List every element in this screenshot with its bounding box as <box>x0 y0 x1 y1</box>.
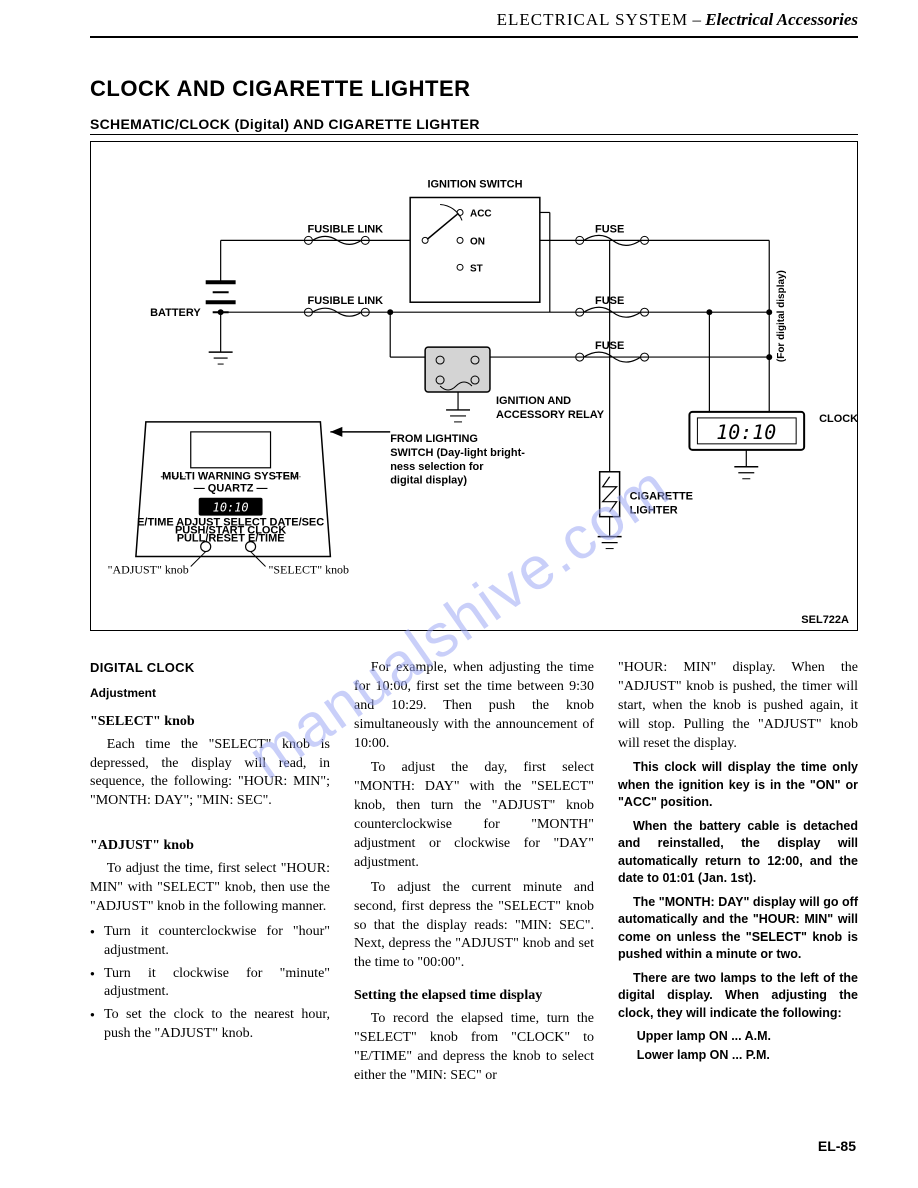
diagram-code: SEL722A <box>801 614 849 626</box>
header-rule: ELECTRICAL SYSTEM – Electrical Accessori… <box>90 36 858 38</box>
column-2: For example, when adjusting the time for… <box>354 659 594 1092</box>
label-lighting-3: ness selection for <box>390 461 484 473</box>
col2-p1: For example, when adjusting the time for… <box>354 659 594 753</box>
label-lighting-4: digital display) <box>390 475 467 487</box>
label-st: ST <box>470 263 483 274</box>
label-on: ON <box>470 236 485 247</box>
heading-elapsed: Setting the elapsed time display <box>354 987 594 1006</box>
col3-b3: The "MONTH: DAY" display will go off aut… <box>618 894 858 964</box>
heading-adjustment: Adjustment <box>90 685 330 701</box>
label-lighting-1: FROM LIGHTING <box>390 433 478 445</box>
bullet-list: Turn it counterclockwise for "hour" adju… <box>90 923 330 1044</box>
clock-digits: 10:10 <box>716 420 776 444</box>
page-number: EL-85 <box>818 1138 856 1154</box>
label-cig-2: LIGHTER <box>630 505 678 517</box>
label-select-knob: "SELECT" knob <box>269 563 350 577</box>
subsection-title: SCHEMATIC/CLOCK (Digital) AND CIGARETTE … <box>90 116 858 135</box>
heading-select-knob: "SELECT" knob <box>90 713 330 732</box>
header-sep: – <box>688 10 705 29</box>
label-fusible-link-2: FUSIBLE LINK <box>308 295 384 307</box>
body-columns: DIGITAL CLOCK Adjustment "SELECT" knob E… <box>90 659 858 1092</box>
header-system: ELECTRICAL SYSTEM <box>497 10 689 29</box>
label-battery: BATTERY <box>150 307 201 319</box>
schematic-diagram: IGNITION SWITCH ACC ON ST FUSIBLE LINK F… <box>90 141 858 631</box>
label-acc: ACC <box>470 208 492 219</box>
label-for-digital: (For digital display) <box>776 270 787 362</box>
label-ignition-switch: IGNITION SWITCH <box>427 179 522 191</box>
page-header: ELECTRICAL SYSTEM – Electrical Accessori… <box>497 10 858 30</box>
panel-row3: PULL/RESET E/TIME <box>177 533 285 545</box>
column-3: "HOUR: MIN" display. When the "ADJUST" k… <box>618 659 858 1092</box>
col2-p3: To adjust the current minute and second,… <box>354 879 594 973</box>
heading-digital-clock: DIGITAL CLOCK <box>90 659 330 677</box>
col3-b2: When the battery cable is detached and r… <box>618 818 858 888</box>
label-quartz: — QUARTZ — <box>194 483 268 495</box>
col2-p2: To adjust the day, first select "MONTH: … <box>354 759 594 872</box>
label-relay-2: ACCESSORY RELAY <box>496 409 605 421</box>
column-1: DIGITAL CLOCK Adjustment "SELECT" knob E… <box>90 659 330 1092</box>
label-cig-1: CIGARETTE <box>630 491 693 503</box>
label-adjust-knob: "ADJUST" knob <box>108 563 189 577</box>
bullet-3: To set the clock to the nearest hour, pu… <box>90 1006 330 1044</box>
para-select-knob: Each time the "SELECT" knob is depressed… <box>90 736 330 812</box>
heading-adjust-knob: "ADJUST" knob <box>90 837 330 856</box>
label-fuse-1: FUSE <box>595 223 624 235</box>
bullet-1: Turn it counterclockwise for "hour" adju… <box>90 923 330 961</box>
label-relay-1: IGNITION AND <box>496 395 571 407</box>
col3-b1: This clock will display the time only wh… <box>618 759 858 812</box>
label-clock: CLOCK <box>819 413 857 425</box>
header-sub: Electrical Accessories <box>705 10 858 29</box>
col3-l1: Upper lamp ON ... A.M. <box>637 1028 858 1045</box>
panel-digits: 10:10 <box>213 501 249 515</box>
col3-l2: Lower lamp ON ... P.M. <box>637 1047 858 1064</box>
col3-p1: "HOUR: MIN" display. When the "ADJUST" k… <box>618 659 858 753</box>
bullet-2: Turn it clockwise for "minute" adjustmen… <box>90 965 330 1003</box>
section-title: CLOCK AND CIGARETTE LIGHTER <box>90 76 858 102</box>
label-fusible-link-1: FUSIBLE LINK <box>308 223 384 235</box>
label-lighting-2: SWITCH (Day-light bright- <box>390 447 525 459</box>
col2-p4: To record the elapsed time, turn the "SE… <box>354 1010 594 1086</box>
para-adjust-knob: To adjust the time, first select "HOUR: … <box>90 860 330 917</box>
col3-b4: There are two lamps to the left of the d… <box>618 970 858 1023</box>
